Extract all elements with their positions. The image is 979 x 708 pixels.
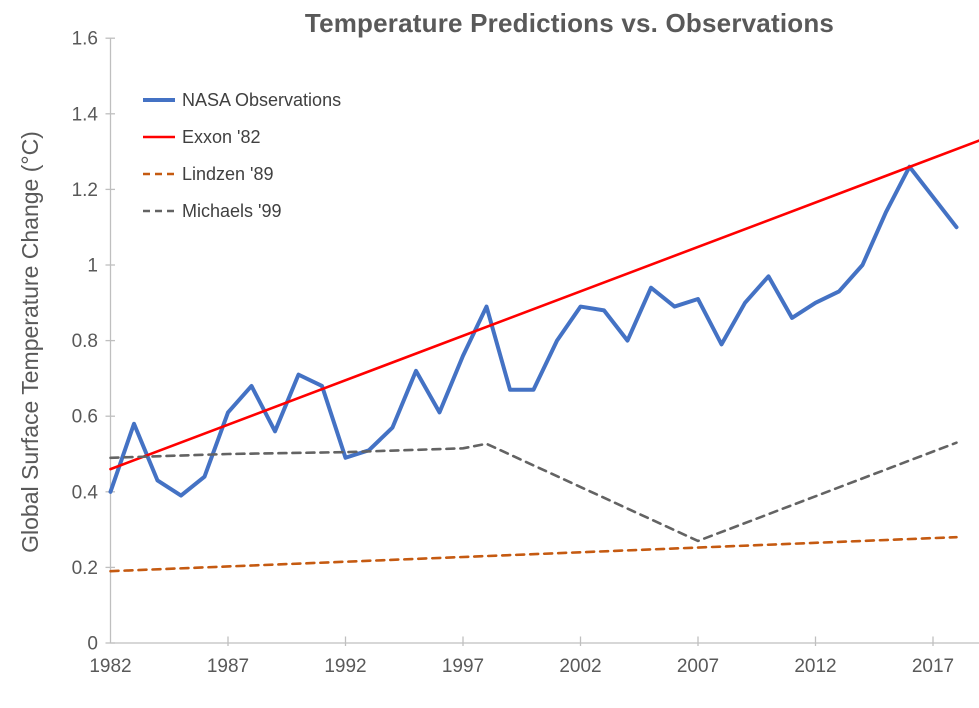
legend-swatch-nasa-observations (143, 98, 175, 102)
series-line-nasa-observations (108, 164, 959, 498)
legend-item-exxon-82: Exxon '82 (142, 126, 261, 148)
x-tick-label: 1987 (207, 656, 249, 677)
legend-label: Lindzen '89 (182, 163, 274, 184)
series-line-exxon-82 (109, 139, 979, 471)
y-tick-label: 0.8 (72, 331, 98, 352)
y-tick-label: 0.2 (72, 558, 98, 579)
x-tick-label: 2002 (559, 656, 601, 677)
legend-swatch-lindzen-89 (143, 172, 175, 176)
legend-item-lindzen-89: Lindzen '89 (142, 163, 274, 185)
x-tick-label: 2012 (794, 656, 836, 677)
x-tick-label: 1997 (442, 656, 484, 677)
legend-label: Exxon '82 (182, 126, 261, 147)
x-tick-label: 2007 (677, 656, 719, 677)
x-tick-label: 2017 (912, 656, 954, 677)
y-tick-label: 1.2 (72, 180, 98, 201)
y-tick-label: 0.4 (72, 482, 99, 503)
y-tick-label: 1 (87, 256, 98, 277)
y-tick-label: 0 (87, 634, 98, 655)
y-tick-label: 1.6 (72, 29, 98, 50)
x-tick-label: 1982 (89, 656, 131, 677)
chart-title: Temperature Predictions vs. Observations (304, 8, 835, 38)
legend-swatch-exxon-82 (143, 135, 175, 139)
y-tick-label: 1.4 (72, 104, 99, 125)
y-tick-label: 0.6 (72, 407, 98, 428)
series-line-michaels-99 (109, 441, 958, 543)
series-line-lindzen-89 (109, 535, 958, 573)
legend-item-michaels-99: Michaels '99 (142, 200, 281, 222)
legend-item-nasa-observations: NASA Observations (142, 89, 341, 111)
legend-swatch-michaels-99 (143, 209, 175, 213)
legend-label: Michaels '99 (182, 200, 282, 221)
x-tick-label: 1992 (324, 656, 366, 677)
legend-label: NASA Observations (182, 89, 342, 110)
